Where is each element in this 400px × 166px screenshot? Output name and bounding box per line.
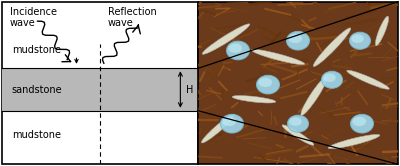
Ellipse shape (301, 77, 327, 116)
Ellipse shape (228, 43, 242, 53)
Ellipse shape (226, 41, 250, 60)
Ellipse shape (347, 70, 389, 89)
Ellipse shape (202, 114, 234, 143)
Ellipse shape (222, 117, 236, 126)
Text: sandstone: sandstone (12, 84, 62, 94)
Text: H: H (186, 84, 194, 94)
Ellipse shape (351, 34, 364, 43)
Ellipse shape (232, 96, 276, 103)
Ellipse shape (350, 32, 370, 49)
Ellipse shape (352, 117, 366, 126)
Ellipse shape (288, 115, 308, 132)
Ellipse shape (328, 134, 380, 149)
Ellipse shape (251, 49, 305, 65)
Ellipse shape (350, 114, 374, 133)
Ellipse shape (322, 71, 342, 88)
Ellipse shape (289, 117, 302, 126)
Text: Reflection
wave: Reflection wave (108, 6, 156, 28)
Bar (2, 68, 198, 111)
Ellipse shape (313, 28, 351, 67)
Ellipse shape (375, 16, 389, 46)
Ellipse shape (286, 31, 310, 50)
Ellipse shape (258, 78, 272, 87)
Ellipse shape (282, 125, 314, 145)
Ellipse shape (256, 75, 280, 94)
Ellipse shape (288, 34, 302, 43)
Ellipse shape (323, 73, 336, 82)
Ellipse shape (220, 114, 244, 133)
Ellipse shape (202, 24, 250, 54)
Text: Incidence
wave: Incidence wave (10, 6, 57, 28)
Text: mudstone: mudstone (12, 45, 61, 55)
Text: mudstone: mudstone (12, 130, 61, 140)
